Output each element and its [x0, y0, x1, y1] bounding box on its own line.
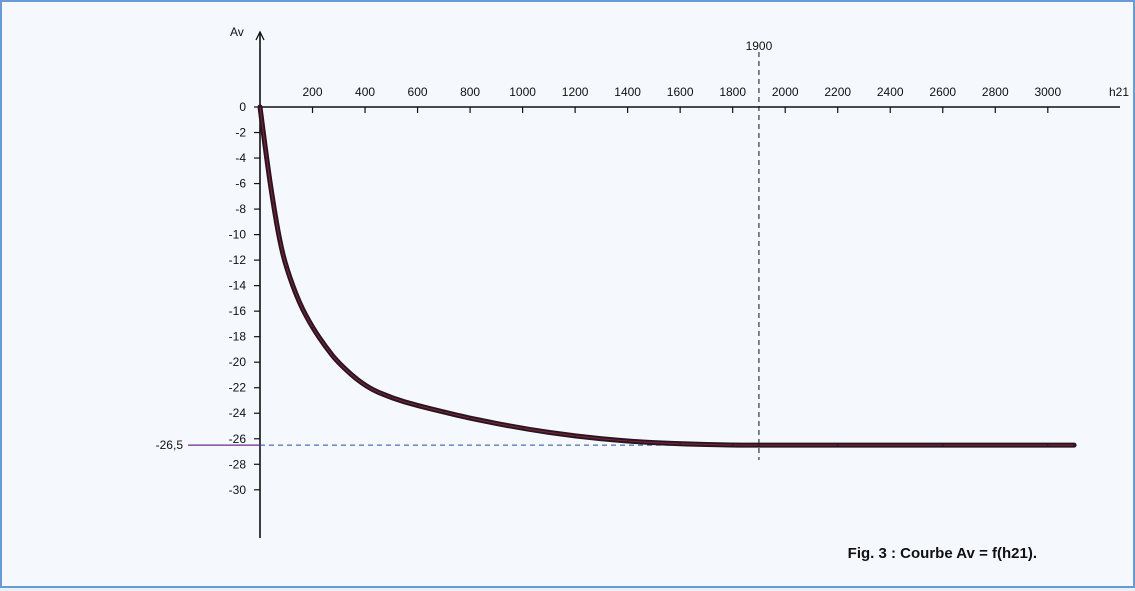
- x-tick-label: 1200: [562, 85, 589, 99]
- curve-point: [259, 106, 261, 108]
- y-tick-label: -2: [235, 126, 246, 140]
- y-tick-label: -14: [229, 279, 247, 293]
- y-tick-label: -20: [229, 355, 247, 369]
- y-tick-label: -30: [229, 483, 247, 497]
- curve-point: [416, 404, 419, 407]
- curve-highlight: [259, 106, 1075, 446]
- y-tick-label: -12: [229, 253, 247, 267]
- x-tick-label: 400: [355, 85, 375, 99]
- x-tick-label: 800: [460, 85, 480, 99]
- curve-point: [732, 444, 734, 446]
- curve-point: [265, 157, 268, 159]
- curve-point: [1073, 444, 1075, 446]
- y-tick-label: -10: [229, 228, 247, 242]
- curve-point: [325, 346, 327, 348]
- curve-point: [469, 417, 471, 419]
- x-tick-label: 1800: [719, 85, 746, 99]
- y-tick-label: -22: [229, 381, 247, 395]
- y-tick-label: -6: [235, 177, 246, 191]
- y-tick-label: 0: [239, 100, 246, 114]
- y-axis-title: Av: [230, 25, 244, 39]
- y-tick-label: -24: [229, 406, 247, 420]
- curve-point: [272, 202, 274, 204]
- y-tick-label: -8: [235, 202, 246, 216]
- y-tick-label: -28: [229, 457, 247, 471]
- x-tick-label: 1400: [614, 85, 641, 99]
- y-tick-label: -4: [235, 151, 246, 165]
- curve-point: [298, 302, 300, 305]
- curve-point: [1047, 444, 1049, 446]
- x-tick-label: 2800: [982, 85, 1009, 99]
- y-tick-label: -16: [229, 304, 247, 318]
- curve-point: [942, 444, 944, 446]
- curve-point: [837, 444, 839, 446]
- curve-point: [574, 435, 576, 437]
- x-tick-label: 200: [303, 85, 323, 99]
- curve-point: [311, 327, 314, 329]
- annotation-x-label: 1900: [746, 39, 773, 53]
- y-axis-arrow: [255, 30, 265, 41]
- y-tick-label: -26: [229, 432, 247, 446]
- y-tick-label: -18: [229, 330, 247, 344]
- curve-point: [758, 444, 760, 446]
- curve-point: [679, 443, 681, 445]
- x-tick-label: 2400: [877, 85, 904, 99]
- curve-point: [443, 411, 445, 413]
- curve-point: [338, 362, 340, 365]
- x-tick-label: 2000: [772, 85, 799, 99]
- x-tick-label: 1000: [509, 85, 536, 99]
- curve-point: [285, 267, 287, 269]
- figure-caption: Fig. 3 : Courbe Av = f(h21).: [848, 545, 1037, 562]
- x-tick-label: 2600: [929, 85, 956, 99]
- annotation-y-label: -26,5: [156, 438, 184, 452]
- curve-point: [364, 385, 366, 388]
- x-tick-label: 1600: [667, 85, 694, 99]
- x-tick-label: 600: [408, 85, 428, 99]
- curve-point: [279, 240, 281, 242]
- curve-point: [522, 427, 524, 430]
- curve-point: [627, 440, 629, 442]
- curve-point: [390, 397, 392, 399]
- x-axis-title: h21: [1109, 85, 1129, 99]
- x-tick-label: 2200: [824, 85, 851, 99]
- x-tick-label: 3000: [1034, 85, 1061, 99]
